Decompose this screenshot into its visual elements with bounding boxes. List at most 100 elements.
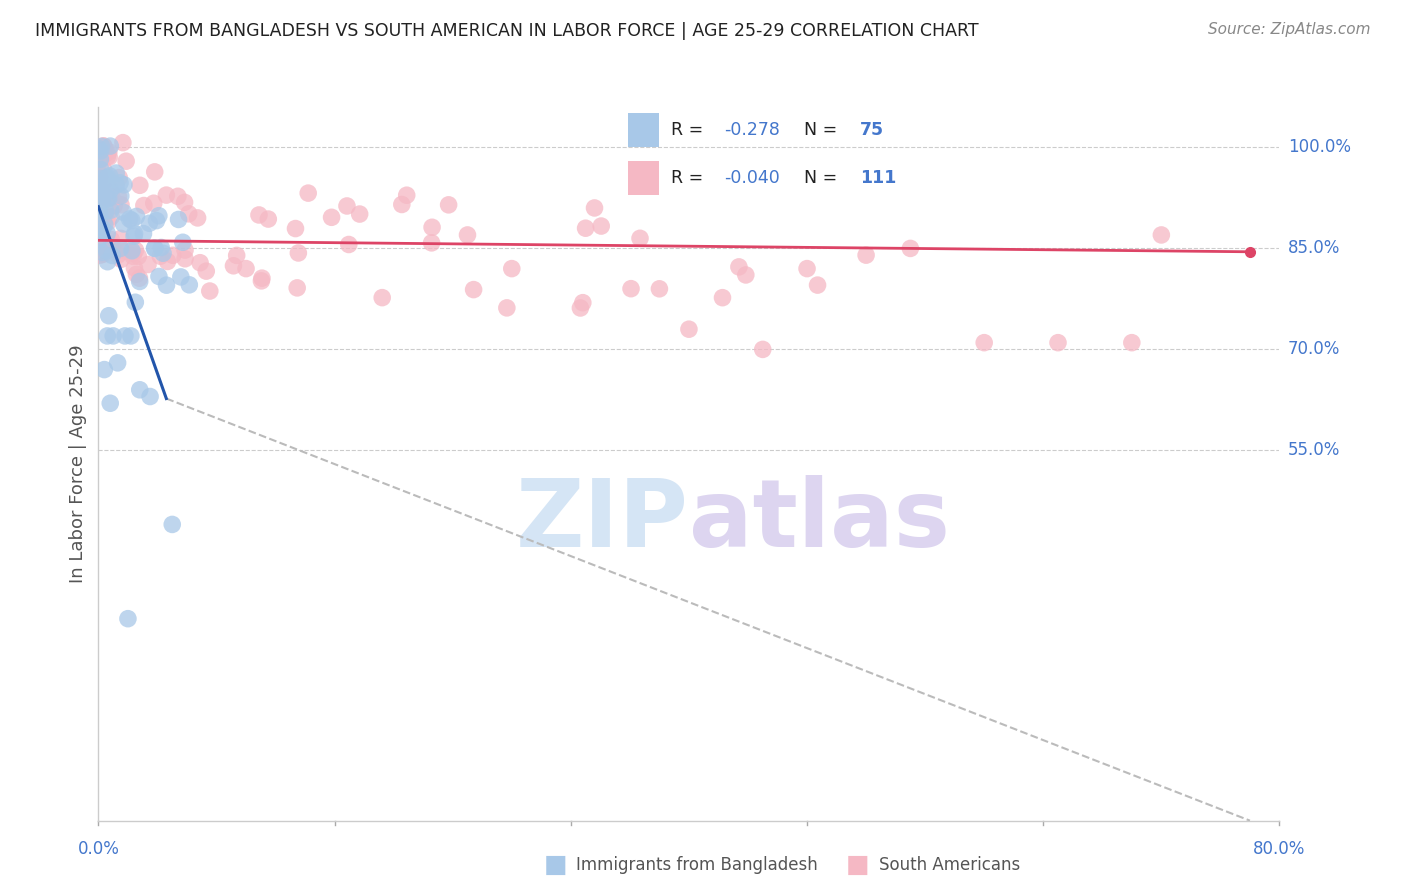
Point bbox=[107, 189, 129, 203]
Point bbox=[188, 256, 211, 270]
Point bbox=[371, 291, 394, 305]
Bar bbox=[628, 112, 659, 146]
Point bbox=[105, 166, 128, 180]
Point bbox=[100, 233, 122, 247]
Point bbox=[155, 188, 177, 202]
Point bbox=[162, 517, 183, 532]
Point bbox=[111, 136, 134, 150]
Point bbox=[128, 178, 150, 193]
Point bbox=[96, 254, 118, 268]
Point bbox=[90, 144, 112, 158]
Point bbox=[751, 343, 773, 357]
Point bbox=[89, 188, 111, 202]
Point bbox=[90, 211, 112, 225]
Text: 70.0%: 70.0% bbox=[1288, 341, 1340, 359]
Point bbox=[96, 172, 118, 186]
Point bbox=[142, 196, 165, 211]
Point bbox=[97, 170, 120, 185]
Point bbox=[93, 162, 115, 177]
Point bbox=[89, 223, 111, 237]
Point bbox=[91, 176, 114, 190]
Point bbox=[91, 194, 114, 209]
Point bbox=[136, 258, 159, 272]
Point bbox=[572, 295, 595, 310]
Text: 75: 75 bbox=[860, 120, 884, 139]
Point bbox=[349, 207, 371, 221]
Point bbox=[973, 335, 995, 350]
Point bbox=[235, 261, 257, 276]
Point bbox=[162, 248, 184, 262]
Point bbox=[167, 212, 190, 227]
Point bbox=[90, 241, 112, 255]
Point bbox=[628, 231, 651, 245]
Point bbox=[250, 274, 273, 288]
Point bbox=[100, 210, 122, 224]
Point bbox=[114, 329, 136, 343]
Point bbox=[98, 139, 121, 153]
Text: R =: R = bbox=[671, 169, 709, 187]
Point bbox=[179, 277, 201, 292]
Point bbox=[495, 301, 517, 315]
Point bbox=[174, 243, 197, 257]
Point bbox=[89, 153, 111, 167]
Point bbox=[90, 239, 112, 253]
Text: 0.0%: 0.0% bbox=[77, 840, 120, 858]
Point bbox=[456, 227, 478, 242]
Text: R =: R = bbox=[671, 120, 709, 139]
Text: ■: ■ bbox=[544, 854, 567, 877]
Point bbox=[128, 275, 150, 289]
Text: 55.0%: 55.0% bbox=[1288, 442, 1340, 459]
Point bbox=[139, 390, 162, 404]
Point bbox=[87, 233, 110, 247]
Point bbox=[173, 195, 195, 210]
Point bbox=[110, 231, 132, 245]
Point bbox=[149, 249, 172, 263]
Point bbox=[420, 220, 443, 235]
Point bbox=[855, 248, 877, 262]
Point bbox=[93, 211, 115, 226]
Point bbox=[89, 248, 111, 262]
Point bbox=[108, 176, 131, 190]
Point bbox=[1046, 335, 1069, 350]
Point bbox=[90, 219, 112, 234]
Point bbox=[177, 207, 200, 221]
Point bbox=[501, 261, 523, 276]
Point bbox=[297, 186, 319, 200]
Point bbox=[97, 309, 120, 323]
Point bbox=[124, 295, 146, 310]
Point bbox=[463, 283, 485, 297]
Point bbox=[121, 246, 143, 260]
Point bbox=[98, 396, 121, 410]
Point bbox=[91, 247, 114, 261]
Point bbox=[222, 259, 245, 273]
Text: IMMIGRANTS FROM BANGLADESH VS SOUTH AMERICAN IN LABOR FORCE | AGE 25-29 CORRELAT: IMMIGRANTS FROM BANGLADESH VS SOUTH AMER… bbox=[35, 22, 979, 40]
Point bbox=[143, 165, 166, 179]
Point bbox=[247, 208, 270, 222]
Point bbox=[132, 227, 155, 241]
Text: ZIP: ZIP bbox=[516, 475, 689, 567]
Point bbox=[225, 248, 247, 262]
Point bbox=[98, 150, 121, 164]
Text: -0.278: -0.278 bbox=[724, 120, 780, 139]
Point bbox=[569, 301, 592, 315]
Point bbox=[122, 229, 145, 244]
Point bbox=[110, 241, 132, 255]
Point bbox=[115, 154, 138, 169]
Point bbox=[100, 183, 122, 197]
Point bbox=[96, 244, 118, 258]
Point bbox=[93, 138, 115, 153]
Text: -0.040: -0.040 bbox=[724, 169, 779, 187]
Point bbox=[100, 186, 122, 200]
Point bbox=[89, 206, 111, 220]
Point bbox=[125, 268, 148, 282]
Point bbox=[172, 235, 194, 250]
Point bbox=[734, 268, 756, 282]
Point bbox=[110, 198, 132, 212]
Point bbox=[100, 203, 122, 218]
Point bbox=[87, 192, 110, 206]
Point bbox=[285, 281, 308, 295]
Point bbox=[96, 191, 118, 205]
Point bbox=[94, 143, 117, 157]
Point bbox=[391, 197, 413, 211]
Point bbox=[257, 212, 280, 227]
